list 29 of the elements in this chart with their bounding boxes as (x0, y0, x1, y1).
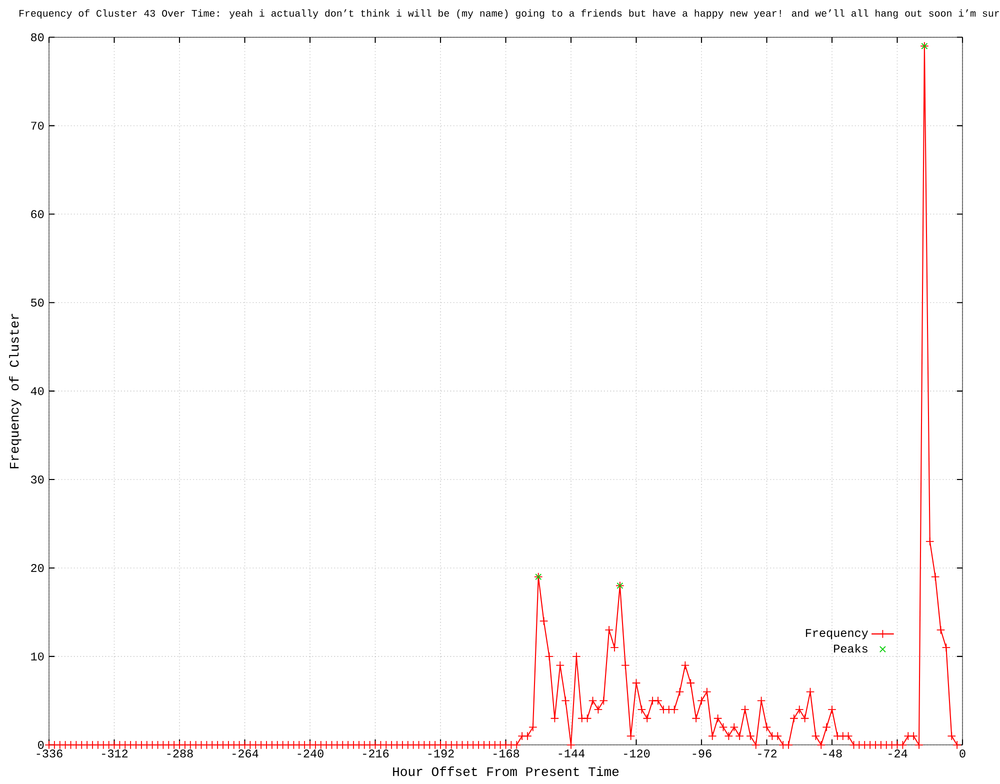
x-tick-label: -120 (624, 749, 650, 758)
x-tick-label: -336 (36, 749, 62, 758)
y-tick-label: 20 (31, 564, 44, 572)
x-tick-label: -240 (298, 749, 324, 758)
chart-title: Frequency of Cluster 43 Over Time: yeah i actually don’t think i will be (my name) going to a friends but have a happy new year! and we’ll all hang out soon i’m sur (20, 9, 999, 19)
y-tick-label: 50 (31, 298, 44, 307)
x-axis-title: Hour Offset From Present Time (393, 766, 619, 776)
x-tick-label: -48 (823, 749, 842, 758)
x-tick-label: -264 (232, 749, 258, 758)
y-tick-label: 10 (31, 652, 44, 660)
x-tick-label: -288 (167, 749, 193, 758)
y-tick-label: 0 (38, 740, 44, 749)
x-tick-label: -144 (558, 749, 585, 758)
y-tick-label: 70 (31, 122, 44, 130)
x-tick-label: -24 (888, 749, 908, 758)
y-tick-label: 80 (31, 33, 44, 42)
x-tick-label: -96 (692, 749, 712, 758)
x-tick-label: 0 (960, 749, 966, 758)
x-tick-label: -72 (758, 749, 777, 758)
x-tick-label: -168 (494, 749, 520, 758)
y-tick-label: 30 (31, 475, 44, 484)
x-tick-label: -216 (363, 749, 389, 758)
y-tick-label: 40 (30, 387, 44, 396)
x-tick-label: -312 (102, 749, 128, 758)
y-tick-label: 60 (31, 210, 44, 218)
legend-label: Peaks (834, 644, 868, 653)
y-axis-title: Frequency of Cluster (9, 314, 22, 468)
legend-label: Frequency (806, 629, 868, 640)
x-tick-label: -192 (428, 749, 454, 758)
